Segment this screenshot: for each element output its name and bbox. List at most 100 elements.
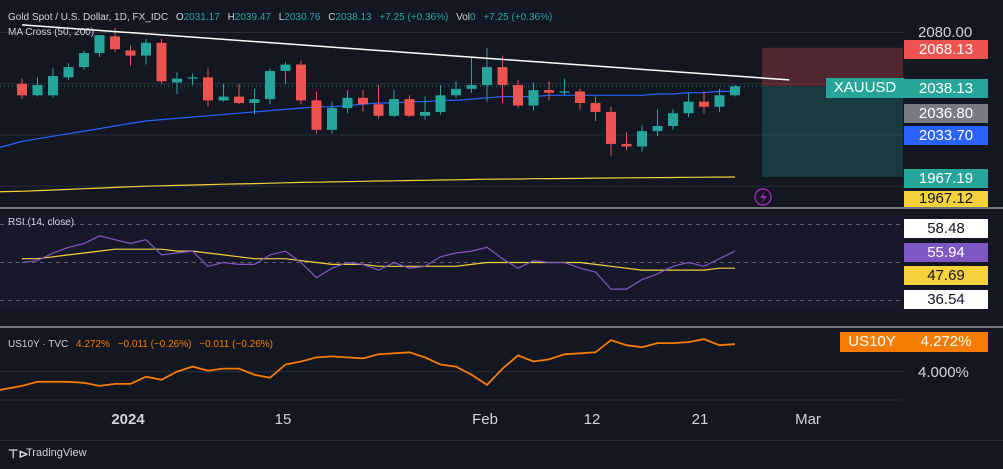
candles[interactable] <box>17 27 740 156</box>
ma200-badge: 1967.12 <box>904 191 988 207</box>
ma-cross-legend[interactable]: MA Cross (50, 200) <box>8 27 94 38</box>
trendline[interactable] <box>21 24 790 81</box>
us10y-change-2: −0.011 (−0.26%) <box>199 339 273 350</box>
high-value: 2039.47 <box>235 12 272 23</box>
candle-body-7 <box>125 50 136 56</box>
candle-body-11 <box>187 77 198 79</box>
x-tick-feb: Feb <box>472 411 498 428</box>
price-axis-2080: 2080.00 <box>918 24 973 41</box>
us10y-symbol-badge[interactable]: US10Y <box>840 332 904 352</box>
rsi-pane <box>0 224 903 301</box>
main-legend: Gold Spot / U.S. Dollar, 1D, FX_IDC O203… <box>8 12 552 23</box>
x-tick-mar: Mar <box>795 411 821 428</box>
rsi-ma-series <box>22 248 735 271</box>
volume-value: 0 <box>470 12 476 23</box>
candle-body-22 <box>358 97 368 105</box>
stop-price-badge[interactable]: 1967.19 <box>904 169 988 188</box>
current-price-badge[interactable]: 2038.13 <box>904 79 988 98</box>
brand-name[interactable]: TradingView <box>26 447 87 459</box>
candle-body-25 <box>404 99 415 116</box>
trade-box-reward-zone <box>762 86 903 177</box>
trendline-segment <box>21 24 790 81</box>
us10y-value: 4.272% <box>76 339 110 350</box>
candle-body-17 <box>280 64 291 71</box>
candle-body-1 <box>32 85 43 96</box>
ma200-series <box>21 176 736 192</box>
candle-body-45 <box>714 95 725 107</box>
x-tick-15: 15 <box>275 411 292 428</box>
us10y-axis-4000: 4.000% <box>918 364 969 381</box>
us10y-pane <box>0 338 903 391</box>
candle-body-15 <box>249 99 260 103</box>
rsi-badge-d: 36.54 <box>904 290 988 309</box>
open-value: 2031.17 <box>184 12 221 23</box>
us10y-lead <box>0 385 23 391</box>
change-value: +7.25 (+0.36%) <box>379 12 448 23</box>
rsi-badge-a: 58.48 <box>904 219 988 238</box>
candle-body-26 <box>420 111 430 116</box>
us10y-value-badge: 4.272% <box>904 332 988 352</box>
candle-body-33 <box>528 90 539 106</box>
candle-body-39 <box>621 143 632 147</box>
us10y-legend[interactable]: US10Y · TVC 4.272% −0.011 (−0.26%) −0.01… <box>8 339 273 350</box>
lightning-icon[interactable] <box>754 188 772 206</box>
x-tick-12: 12 <box>584 411 601 428</box>
candle-body-18 <box>296 64 306 101</box>
candle-body-16 <box>265 70 275 100</box>
x-tick-2024: 2024 <box>111 411 145 428</box>
candle-body-44 <box>699 101 709 107</box>
candle-body-29 <box>466 85 477 89</box>
ma50-lead <box>0 140 23 148</box>
candle-body-21 <box>342 97 353 109</box>
candle-body-9 <box>156 42 167 82</box>
candle-body-37 <box>590 102 601 112</box>
us10y-name: US10Y · TVC <box>8 339 68 350</box>
candle-body-38 <box>606 111 616 144</box>
candle-body-30 <box>482 67 492 86</box>
candle-body-24 <box>389 99 399 116</box>
footer: ⊤⊳ TradingView <box>0 440 1003 469</box>
symbol-description: Gold Spot / U.S. Dollar, 1D, FX_IDC <box>8 12 168 23</box>
ma50-badge: 2033.70 <box>904 126 988 145</box>
candle-body-12 <box>203 77 213 101</box>
ma200-lead <box>0 190 23 193</box>
candle-body-5 <box>94 35 105 54</box>
candle-body-41 <box>652 126 663 132</box>
us10y-change-1: −0.011 (−0.26%) <box>118 339 192 350</box>
close-value: 2038.13 <box>335 12 372 23</box>
us10y-series <box>21 338 736 387</box>
candle-body-20 <box>327 108 337 130</box>
candle-body-28 <box>451 88 461 96</box>
candle-body-19 <box>311 100 322 130</box>
candle-body-23 <box>373 104 384 116</box>
candle-body-35 <box>559 91 570 93</box>
target-price-badge[interactable]: 2068.13 <box>904 40 988 59</box>
candle-body-3 <box>63 67 74 78</box>
candle-body-4 <box>79 53 89 68</box>
candle-body-27 <box>435 95 446 112</box>
candle-body-13 <box>218 96 229 101</box>
rsi-legend[interactable]: RSI (14, close) <box>8 217 74 228</box>
symbol-badge[interactable]: XAUUSD <box>826 78 904 98</box>
candle-body-36 <box>575 91 585 103</box>
tradingview-logo-icon[interactable]: ⊤⊳ <box>8 447 29 461</box>
volume-change: +7.25 (+0.36%) <box>483 12 552 23</box>
x-tick-21: 21 <box>692 411 709 428</box>
price-badge-2036: 2036.80 <box>904 104 988 123</box>
candle-body-6 <box>110 36 120 50</box>
ma200-line <box>0 176 736 193</box>
candle-body-34 <box>544 90 554 93</box>
rsi-series <box>21 235 736 290</box>
candle-body-42 <box>668 113 678 126</box>
low-value: 2030.76 <box>284 12 321 23</box>
candle-body-31 <box>497 67 508 86</box>
candle-body-10 <box>172 78 182 83</box>
candle-body-0 <box>17 83 27 96</box>
rsi-badge-c: 47.69 <box>904 266 988 285</box>
rsi-badge-b: 55.94 <box>904 243 988 262</box>
candle-body-46 <box>730 86 740 96</box>
candle-body-43 <box>683 101 694 114</box>
candle-body-40 <box>637 131 647 147</box>
candle-body-8 <box>141 42 151 56</box>
